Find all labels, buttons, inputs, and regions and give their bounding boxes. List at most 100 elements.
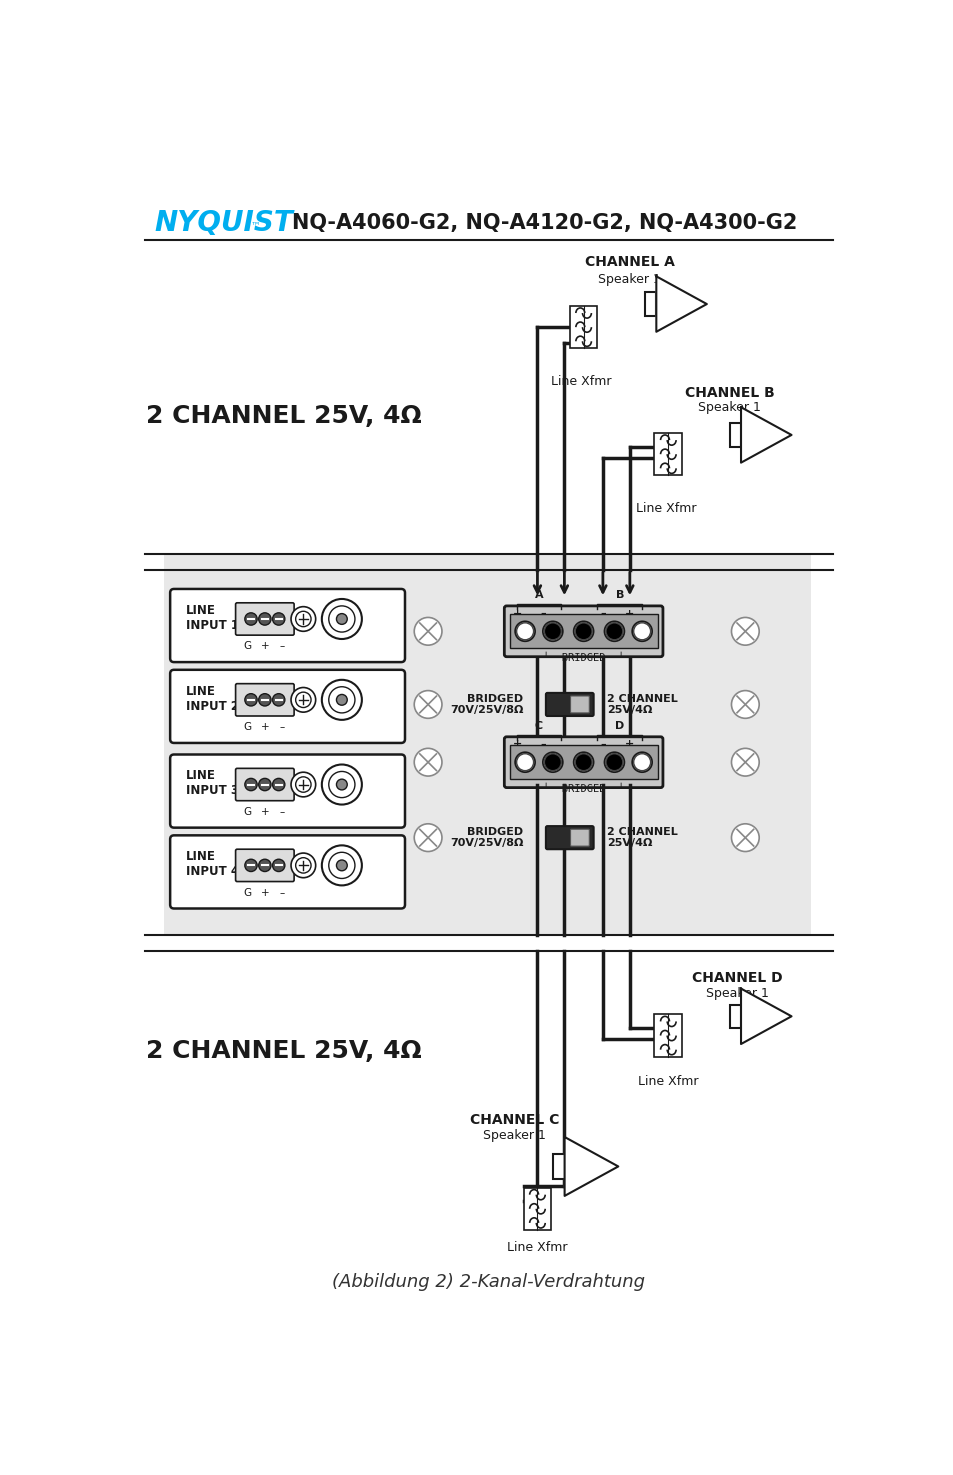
Text: LINE
INPUT 3: LINE INPUT 3 (186, 770, 239, 797)
Text: C: C (535, 721, 542, 730)
Circle shape (321, 599, 361, 639)
Text: └─ BRIDGED ─┘: └─ BRIDGED ─┘ (542, 653, 623, 664)
Text: +: + (513, 609, 521, 618)
Text: CHANNEL B: CHANNEL B (684, 385, 774, 400)
Bar (729, 423, 740, 447)
Text: +: + (260, 642, 269, 652)
Circle shape (329, 853, 355, 879)
Circle shape (321, 845, 361, 885)
Bar (644, 292, 656, 316)
Text: D: D (615, 721, 624, 730)
FancyBboxPatch shape (235, 850, 294, 882)
Circle shape (329, 771, 355, 798)
Polygon shape (740, 407, 791, 463)
Circle shape (575, 754, 592, 770)
Circle shape (414, 618, 441, 645)
Text: G: G (243, 888, 251, 898)
Text: –: – (279, 888, 285, 898)
Circle shape (573, 752, 593, 773)
Bar (729, 1004, 740, 1028)
Text: LINE
INPUT 2: LINE INPUT 2 (186, 684, 239, 712)
Text: G: G (243, 723, 251, 732)
Text: Line Xfmr: Line Xfmr (638, 1075, 698, 1089)
Circle shape (245, 612, 257, 625)
Circle shape (542, 752, 562, 773)
FancyBboxPatch shape (235, 683, 294, 715)
Text: BRIDGED
70V/25V/8Ω: BRIDGED 70V/25V/8Ω (450, 827, 523, 848)
Text: –: – (279, 642, 285, 652)
Text: –: – (540, 609, 546, 618)
Circle shape (258, 612, 271, 625)
Text: CHANNEL D: CHANNEL D (692, 971, 782, 985)
Circle shape (336, 614, 347, 624)
Circle shape (542, 621, 562, 642)
Circle shape (291, 606, 315, 631)
Text: +: + (513, 739, 521, 749)
Circle shape (544, 622, 560, 640)
FancyBboxPatch shape (545, 693, 593, 715)
Circle shape (731, 618, 759, 645)
Circle shape (321, 764, 361, 804)
Circle shape (273, 860, 285, 872)
Circle shape (245, 779, 257, 791)
Text: BRIDGED
70V/25V/8Ω: BRIDGED 70V/25V/8Ω (450, 693, 523, 715)
Circle shape (633, 754, 650, 770)
Text: +: + (624, 609, 634, 618)
Text: ™: ™ (251, 220, 260, 230)
Polygon shape (564, 1137, 618, 1196)
FancyBboxPatch shape (170, 755, 405, 827)
FancyBboxPatch shape (170, 589, 405, 662)
Text: Speaker 1: Speaker 1 (598, 273, 660, 286)
Circle shape (258, 779, 271, 791)
Text: G: G (243, 642, 251, 652)
Circle shape (414, 690, 441, 718)
Circle shape (517, 622, 533, 640)
Circle shape (258, 860, 271, 872)
Text: Line Xfmr: Line Xfmr (635, 502, 696, 515)
Bar (523, 1187, 551, 1230)
Circle shape (575, 622, 592, 640)
FancyBboxPatch shape (570, 829, 589, 847)
Text: G: G (243, 807, 251, 817)
Text: –: – (540, 739, 546, 749)
Circle shape (633, 622, 650, 640)
Text: +: + (260, 888, 269, 898)
Bar (654, 1015, 681, 1056)
Circle shape (295, 777, 311, 792)
Circle shape (245, 860, 257, 872)
Text: A: A (534, 590, 542, 600)
Circle shape (731, 825, 759, 851)
Circle shape (515, 752, 535, 773)
Text: NQ-A4060-G2, NQ-A4120-G2, NQ-A4300-G2: NQ-A4060-G2, NQ-A4120-G2, NQ-A4300-G2 (293, 214, 797, 233)
Text: Speaker 1: Speaker 1 (705, 987, 768, 1000)
Bar (654, 434, 681, 475)
FancyBboxPatch shape (235, 768, 294, 801)
Text: Speaker 1: Speaker 1 (482, 1130, 545, 1142)
Text: 2 CHANNEL 25V, 4Ω: 2 CHANNEL 25V, 4Ω (146, 1038, 420, 1063)
Circle shape (731, 748, 759, 776)
Text: NYQUIST: NYQUIST (153, 209, 293, 237)
Circle shape (273, 693, 285, 707)
Circle shape (605, 754, 622, 770)
Text: 2 CHANNEL 25V, 4Ω: 2 CHANNEL 25V, 4Ω (146, 404, 420, 428)
Text: Speaker 1: Speaker 1 (698, 401, 760, 414)
Circle shape (321, 680, 361, 720)
Circle shape (414, 825, 441, 851)
Text: CHANNEL A: CHANNEL A (584, 255, 674, 268)
Circle shape (336, 779, 347, 791)
Circle shape (336, 860, 347, 870)
Text: –: – (279, 807, 285, 817)
Text: Line Xfmr: Line Xfmr (551, 375, 611, 388)
Circle shape (336, 695, 347, 705)
Text: Line Xfmr: Line Xfmr (507, 1240, 567, 1254)
Bar (164, 555, 810, 935)
Text: +: + (260, 807, 269, 817)
Circle shape (632, 752, 652, 773)
FancyBboxPatch shape (170, 835, 405, 909)
Text: +: + (624, 739, 634, 749)
Text: └─ BRIDGED ─┘: └─ BRIDGED ─┘ (542, 785, 623, 794)
Circle shape (731, 690, 759, 718)
Text: 2 CHANNEL
25V/4Ω: 2 CHANNEL 25V/4Ω (606, 827, 677, 848)
Bar (509, 615, 657, 648)
Circle shape (605, 622, 622, 640)
